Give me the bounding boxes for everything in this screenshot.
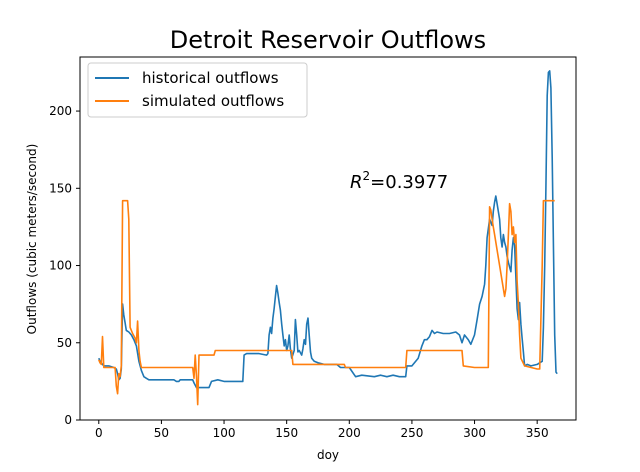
x-axis-ticks: 0 50 100 150 200 250 300 350 [95,420,549,440]
legend-frame [87,62,308,118]
y-axis-ticks: 0 50 100 150 200 [49,104,80,427]
r-squared-annotation: R2=0.3977 [350,169,448,193]
x-tick-label: 100 [213,426,236,440]
legend: historical outflows simulated outflows [87,62,308,118]
x-tick-label: 200 [338,426,361,440]
x-tick-label: 0 [95,426,103,440]
legend-label-historical: historical outflows [142,69,279,87]
plot-area [79,56,577,421]
y-tick-label: 0 [64,413,72,427]
y-tick-label: 200 [49,104,72,118]
y-axis-label: Outflows (cubic meters/second) [25,144,39,335]
x-tick-label: 350 [526,426,549,440]
y-tick-label: 50 [57,336,72,350]
x-tick-label: 300 [463,426,486,440]
legend-label-simulated: simulated outflows [142,92,284,110]
series-lines [98,70,558,406]
plot-frame [79,56,577,421]
x-tick-label: 50 [154,426,169,440]
x-tick-label: 150 [275,426,298,440]
annotation-superscript: 2 [363,169,371,183]
x-tick-label: 250 [400,426,423,440]
annotation-prefix: R [350,172,363,193]
chart-title: Detroit Reservoir Outflows [170,26,486,54]
annotation-value: =0.3977 [370,172,448,193]
y-tick-label: 100 [49,259,72,273]
x-axis-label: doy [317,448,339,462]
y-tick-label: 150 [49,181,72,195]
series-simulated-line [98,199,555,406]
